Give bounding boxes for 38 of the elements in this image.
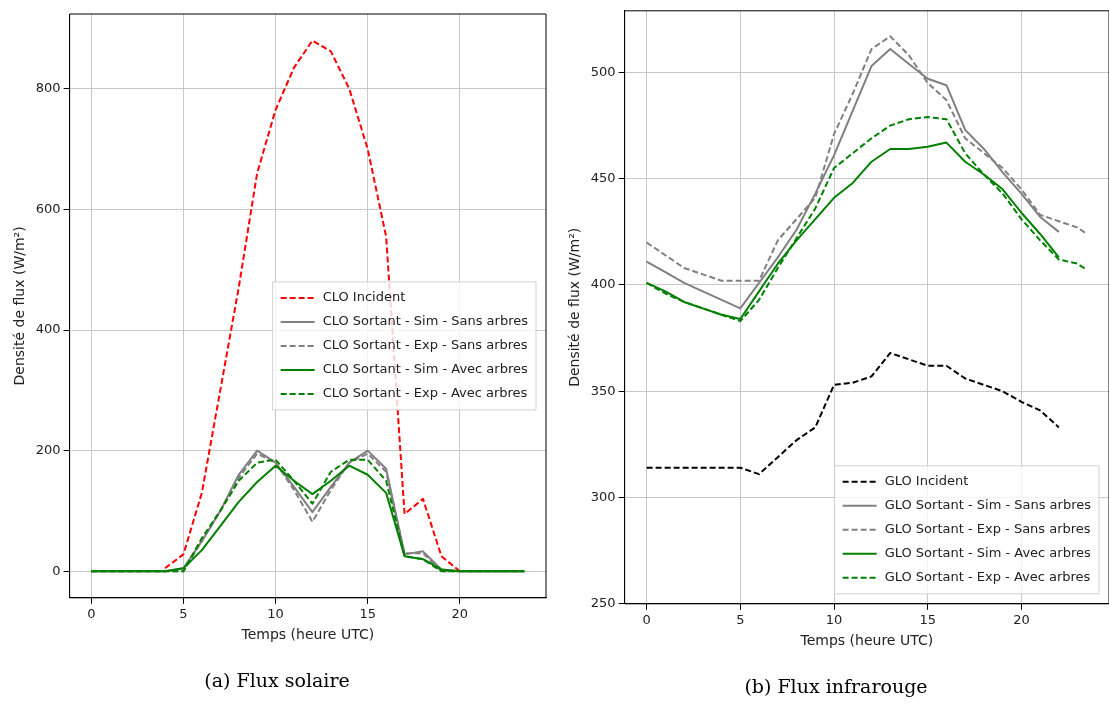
y-tick-label: 800: [35, 80, 61, 96]
y-tick-label: 450: [590, 170, 616, 186]
legend-label: GLO Sortant - Sim - Sans arbres: [884, 497, 1092, 513]
y-tick-label: 350: [590, 382, 616, 398]
y-tick-label: 250: [590, 595, 616, 611]
line-series: [645, 352, 1060, 476]
x-tick-label: 20: [1013, 611, 1030, 627]
legend-label: CLO Incident: [322, 289, 406, 305]
y-tick-label: 500: [590, 63, 616, 79]
x-tick-label: 5: [736, 611, 745, 627]
legend-label: GLO Sortant - Exp - Avec arbres: [884, 569, 1091, 585]
x-tick-label: 0: [642, 611, 651, 627]
x-axis-title: Temps (heure UTC): [799, 632, 934, 649]
legend-label: CLO Sortant - Exp - Sans arbres: [322, 337, 528, 353]
x-tick-label: 20: [451, 605, 469, 621]
y-axis-title: Densité de flux (W/m²): [11, 226, 28, 386]
text: (b) Flux infrarouge: [744, 674, 928, 697]
y-tick-label: 400: [590, 276, 616, 292]
legend-label: CLO Sortant - Sim - Avec arbres: [322, 361, 528, 377]
legend-label: GLO Sortant - Sim - Avec arbres: [884, 545, 1091, 561]
x-tick-label: 10: [825, 611, 843, 627]
legend-label: CLO Sortant - Exp - Avec arbres: [322, 385, 528, 401]
legend-label: CLO Sortant - Sim - Sans arbres: [322, 313, 529, 329]
x-axis-title: Temps (heure UTC): [240, 626, 375, 643]
x-tick-label: 15: [359, 605, 376, 621]
y-tick-label: 400: [35, 321, 61, 337]
y-axis-title: Densité de flux (W/m²): [566, 227, 583, 387]
y-tick-label: 0: [52, 562, 61, 578]
x-tick-label: 5: [179, 605, 188, 621]
x-tick-label: 0: [87, 605, 96, 621]
text: (a) Flux solaire: [204, 668, 350, 691]
y-tick-label: 300: [590, 488, 616, 504]
x-tick-label: 10: [267, 605, 284, 621]
y-tick-label: 200: [35, 442, 61, 458]
legend-label: GLO Sortant - Exp - Sans arbres: [884, 521, 1091, 537]
y-tick-label: 600: [35, 200, 61, 216]
legend-label: GLO Incident: [884, 473, 969, 489]
x-tick-label: 15: [919, 611, 936, 627]
